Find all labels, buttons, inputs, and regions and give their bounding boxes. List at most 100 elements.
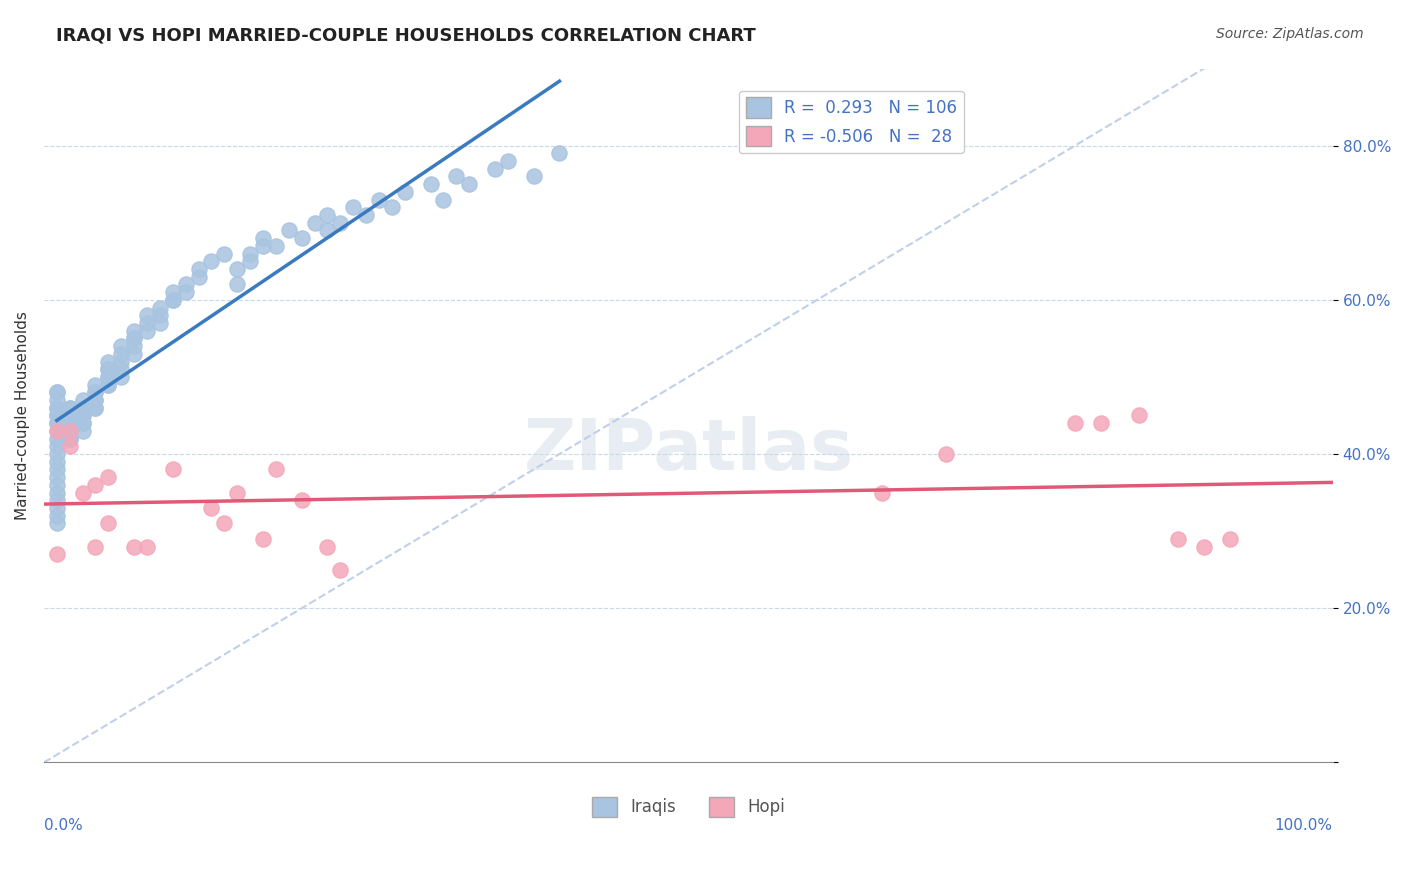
Point	[214, 516, 236, 531]
Point	[329, 563, 352, 577]
Point	[1219, 532, 1241, 546]
Point	[187, 269, 209, 284]
Point	[72, 393, 94, 408]
Point	[419, 177, 441, 191]
Point	[84, 385, 107, 400]
Point	[122, 339, 145, 353]
Point	[110, 339, 132, 353]
Point	[316, 223, 339, 237]
Point	[187, 262, 209, 277]
Point	[59, 424, 82, 438]
Point	[162, 293, 184, 307]
Point	[45, 393, 67, 408]
Point	[59, 409, 82, 423]
Y-axis label: Married-couple Households: Married-couple Households	[15, 311, 30, 520]
Point	[59, 432, 82, 446]
Point	[97, 370, 120, 384]
Point	[72, 485, 94, 500]
Point	[72, 401, 94, 415]
Point	[59, 424, 82, 438]
Point	[149, 316, 172, 330]
Point	[45, 416, 67, 430]
Point	[45, 508, 67, 523]
Point	[291, 231, 314, 245]
Point	[446, 169, 468, 184]
Point	[72, 424, 94, 438]
Point	[252, 231, 274, 245]
Point	[1128, 409, 1150, 423]
Point	[84, 393, 107, 408]
Point	[84, 385, 107, 400]
Point	[110, 370, 132, 384]
Point	[381, 200, 404, 214]
Point	[45, 432, 67, 446]
Point	[548, 146, 571, 161]
Point	[97, 362, 120, 376]
Text: IRAQI VS HOPI MARRIED-COUPLE HOUSEHOLDS CORRELATION CHART: IRAQI VS HOPI MARRIED-COUPLE HOUSEHOLDS …	[56, 27, 756, 45]
Point	[162, 293, 184, 307]
Point	[45, 501, 67, 516]
Point	[496, 154, 519, 169]
Text: ZIPatlas: ZIPatlas	[523, 416, 853, 484]
Point	[97, 354, 120, 368]
Point	[935, 447, 957, 461]
Point	[84, 401, 107, 415]
Point	[174, 277, 197, 292]
Point	[45, 462, 67, 476]
Point	[72, 409, 94, 423]
Point	[354, 208, 377, 222]
Point	[136, 540, 159, 554]
Point	[368, 193, 391, 207]
Point	[59, 401, 82, 415]
Point	[45, 401, 67, 415]
Point	[136, 308, 159, 322]
Point	[72, 416, 94, 430]
Point	[59, 424, 82, 438]
Point	[59, 432, 82, 446]
Point	[110, 347, 132, 361]
Point	[239, 246, 262, 260]
Point	[136, 324, 159, 338]
Point	[45, 478, 67, 492]
Point	[110, 362, 132, 376]
Point	[72, 416, 94, 430]
Point	[84, 393, 107, 408]
Point	[59, 416, 82, 430]
Point	[1192, 540, 1215, 554]
Point	[394, 185, 416, 199]
Point	[45, 424, 67, 438]
Point	[136, 316, 159, 330]
Point	[97, 370, 120, 384]
Point	[84, 478, 107, 492]
Point	[149, 308, 172, 322]
Point	[1090, 416, 1112, 430]
Point	[97, 470, 120, 484]
Point	[59, 401, 82, 415]
Point	[252, 239, 274, 253]
Point	[45, 516, 67, 531]
Point	[45, 547, 67, 561]
Point	[45, 409, 67, 423]
Point	[97, 377, 120, 392]
Point	[174, 285, 197, 299]
Point	[45, 493, 67, 508]
Point	[432, 193, 454, 207]
Point	[214, 246, 236, 260]
Point	[200, 501, 222, 516]
Point	[45, 455, 67, 469]
Point	[264, 462, 287, 476]
Point	[316, 208, 339, 222]
Point	[200, 254, 222, 268]
Text: 0.0%: 0.0%	[44, 818, 83, 833]
Point	[72, 401, 94, 415]
Point	[291, 493, 314, 508]
Point	[122, 331, 145, 345]
Point	[226, 485, 249, 500]
Point	[45, 447, 67, 461]
Point	[45, 409, 67, 423]
Point	[277, 223, 299, 237]
Point	[870, 485, 893, 500]
Point	[264, 239, 287, 253]
Point	[97, 516, 120, 531]
Point	[72, 409, 94, 423]
